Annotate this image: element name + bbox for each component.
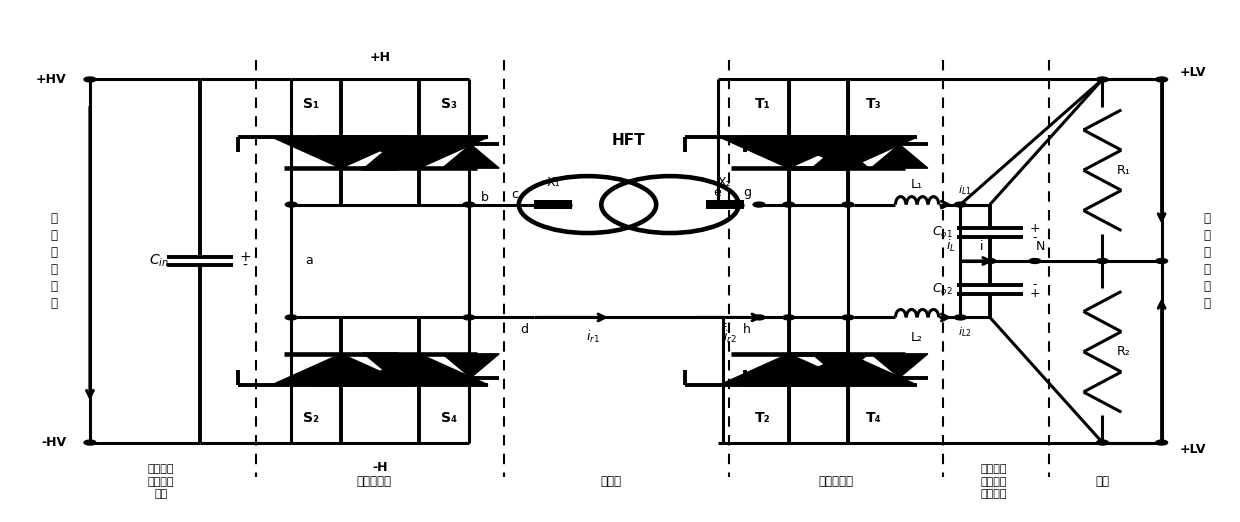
- Circle shape: [1096, 258, 1109, 264]
- Polygon shape: [812, 145, 869, 168]
- Polygon shape: [779, 354, 916, 385]
- Text: 谐振腔: 谐振腔: [600, 476, 621, 488]
- Circle shape: [985, 258, 996, 264]
- Text: T₁: T₁: [755, 97, 770, 111]
- Text: $i_{L1}$: $i_{L1}$: [959, 183, 972, 197]
- Circle shape: [955, 202, 966, 207]
- Text: X₂: X₂: [718, 176, 732, 189]
- Text: 高压侧电路: 高压侧电路: [357, 476, 392, 488]
- Polygon shape: [719, 354, 857, 385]
- Bar: [534, 200, 572, 209]
- Polygon shape: [719, 137, 857, 168]
- Text: 低
压
直
流
母
线: 低 压 直 流 母 线: [1203, 212, 1210, 310]
- Circle shape: [285, 315, 298, 320]
- Circle shape: [1156, 258, 1168, 264]
- Text: +H: +H: [370, 51, 391, 64]
- Circle shape: [463, 202, 475, 207]
- Polygon shape: [272, 137, 410, 168]
- Text: c: c: [512, 188, 518, 201]
- Text: g: g: [743, 186, 751, 199]
- Text: +LV: +LV: [1179, 443, 1205, 456]
- Circle shape: [84, 440, 95, 445]
- Text: $i_L$: $i_L$: [946, 238, 956, 254]
- Text: S₂: S₂: [304, 411, 320, 425]
- Text: T₃: T₃: [866, 97, 882, 111]
- Bar: [706, 200, 744, 209]
- Circle shape: [1096, 440, 1109, 445]
- Text: $C_{in}$: $C_{in}$: [149, 253, 169, 269]
- Polygon shape: [443, 354, 500, 377]
- Circle shape: [285, 202, 298, 207]
- Text: X₁: X₁: [546, 176, 559, 189]
- Text: $i_{r2}$: $i_{r2}$: [723, 329, 737, 345]
- Text: 低压侧电路: 低压侧电路: [818, 476, 853, 488]
- Text: HFT: HFT: [611, 133, 646, 148]
- Polygon shape: [443, 145, 500, 168]
- Polygon shape: [272, 354, 410, 385]
- Text: i: i: [980, 240, 983, 253]
- Text: 高压侧直
流母线电
容器: 高压侧直 流母线电 容器: [148, 465, 175, 499]
- Circle shape: [1029, 258, 1040, 264]
- Text: h: h: [743, 323, 751, 336]
- Circle shape: [1096, 77, 1109, 82]
- Polygon shape: [365, 145, 422, 168]
- Text: S₄: S₄: [440, 411, 456, 425]
- Text: -H: -H: [372, 460, 388, 473]
- Circle shape: [84, 77, 95, 82]
- Text: +: +: [239, 250, 250, 264]
- Circle shape: [1156, 440, 1168, 445]
- Text: b: b: [481, 191, 489, 204]
- Polygon shape: [779, 137, 916, 168]
- Polygon shape: [350, 137, 489, 168]
- Text: R₂: R₂: [1117, 345, 1131, 358]
- Circle shape: [842, 202, 853, 207]
- Text: $C_{o1}$: $C_{o1}$: [932, 225, 954, 240]
- Text: R₁: R₁: [1117, 164, 1131, 177]
- Circle shape: [1156, 77, 1168, 82]
- Circle shape: [753, 202, 765, 207]
- Circle shape: [782, 202, 795, 207]
- Circle shape: [753, 315, 765, 320]
- Text: a: a: [305, 255, 312, 267]
- Text: +: +: [1029, 287, 1040, 300]
- Text: $i_{r1}$: $i_{r1}$: [587, 329, 600, 345]
- Text: L₂: L₂: [911, 330, 923, 343]
- Text: 负载: 负载: [1095, 476, 1110, 488]
- Text: T₄: T₄: [866, 411, 882, 425]
- Text: +: +: [1029, 222, 1040, 235]
- Text: f: f: [722, 323, 725, 336]
- Polygon shape: [350, 354, 489, 385]
- Polygon shape: [365, 354, 422, 377]
- Text: S₃: S₃: [440, 97, 456, 111]
- Polygon shape: [870, 354, 928, 377]
- Text: -: -: [243, 258, 248, 272]
- Text: 高
压
直
流
母
线: 高 压 直 流 母 线: [51, 212, 58, 310]
- Polygon shape: [870, 145, 928, 168]
- Text: N: N: [1037, 240, 1045, 253]
- Text: e: e: [714, 186, 722, 199]
- Text: $i_{L2}$: $i_{L2}$: [959, 325, 972, 339]
- Text: 低压侧分
裂直流母
线电容器: 低压侧分 裂直流母 线电容器: [981, 465, 1007, 499]
- Circle shape: [463, 315, 475, 320]
- Text: -: -: [1033, 278, 1037, 291]
- Text: S₁: S₁: [304, 97, 320, 111]
- Text: -HV: -HV: [41, 436, 66, 449]
- Text: d: d: [521, 323, 528, 336]
- Text: -: -: [1033, 231, 1037, 244]
- Text: +HV: +HV: [36, 73, 66, 86]
- Circle shape: [782, 315, 795, 320]
- Text: +LV: +LV: [1179, 66, 1205, 79]
- Circle shape: [955, 315, 966, 320]
- Text: L₁: L₁: [911, 179, 923, 192]
- Text: $C_{o2}$: $C_{o2}$: [932, 282, 952, 297]
- Text: T₂: T₂: [755, 411, 770, 425]
- Polygon shape: [812, 354, 869, 377]
- Circle shape: [842, 315, 853, 320]
